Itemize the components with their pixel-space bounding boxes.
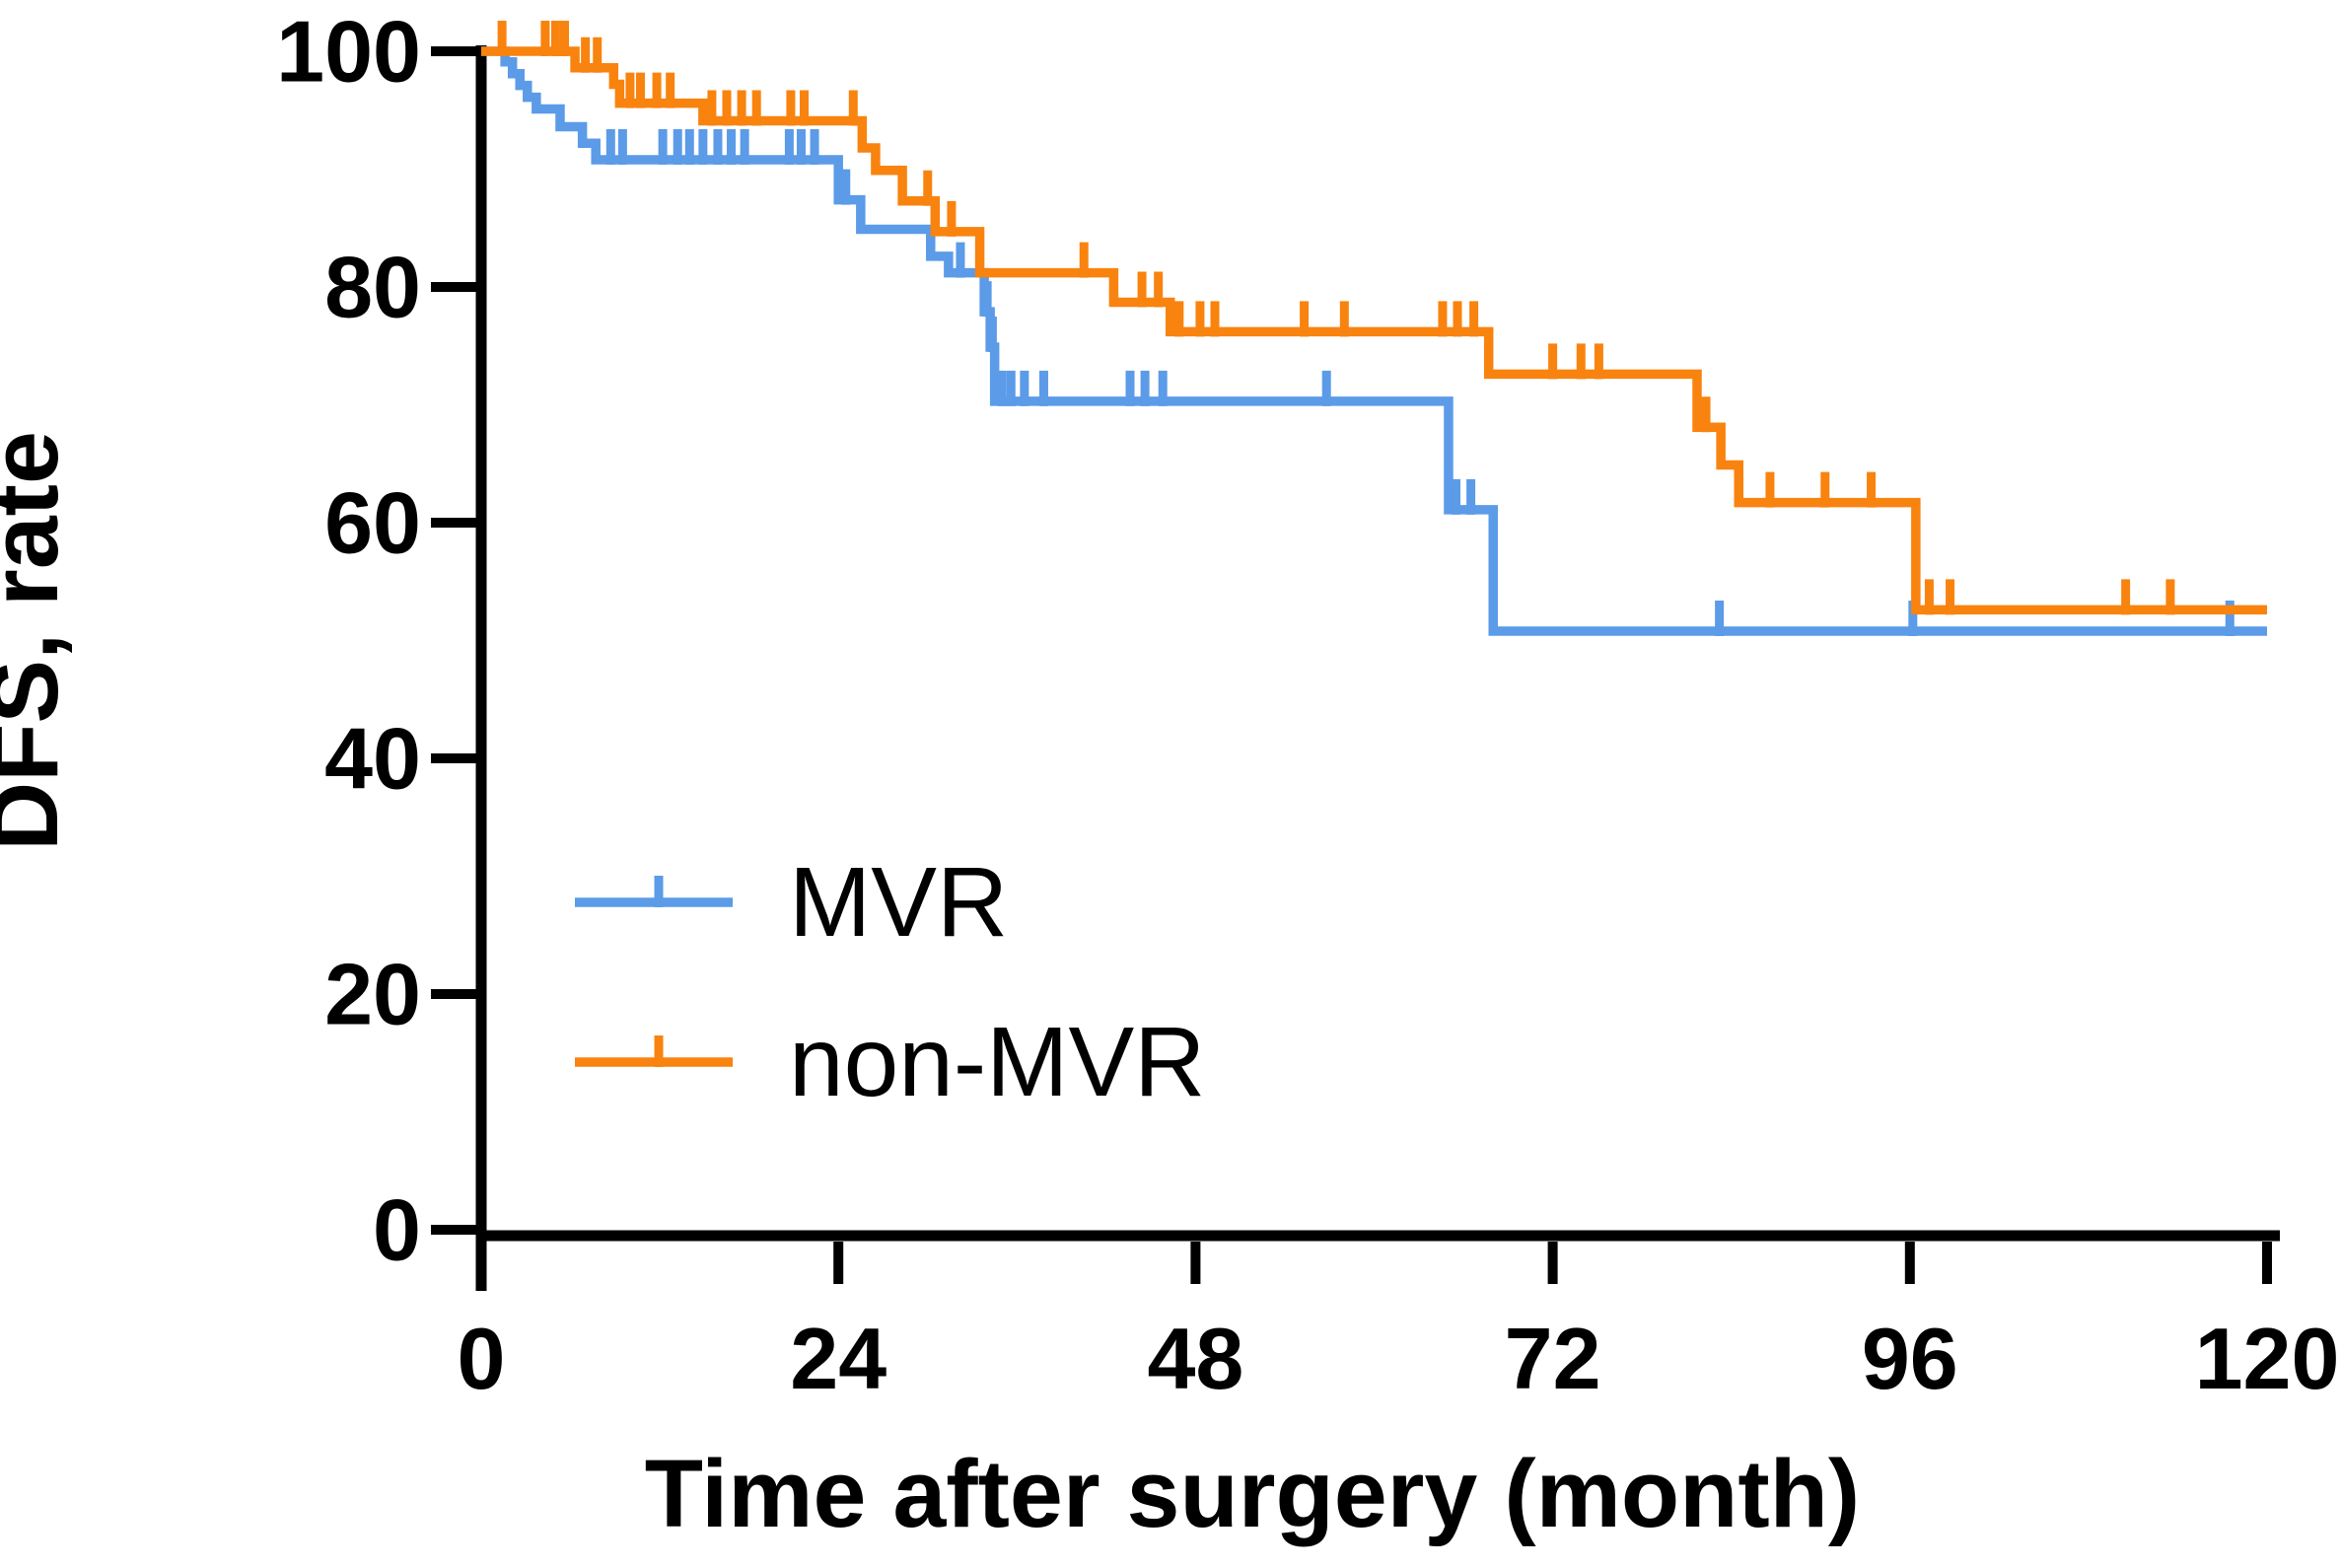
mvr-curve <box>481 46 2267 636</box>
legend-label: non-MVR <box>789 1007 1205 1117</box>
y-tick-label: 80 <box>324 239 421 336</box>
y-tick-label: 100 <box>276 3 421 101</box>
y-tick-label: 20 <box>324 946 421 1043</box>
x-tick-label: 96 <box>1862 1310 1958 1407</box>
x-axis-title: Time after surgery (month) <box>645 1440 1861 1547</box>
x-tick-label: 72 <box>1505 1310 1601 1407</box>
y-tick-label: 40 <box>324 710 421 808</box>
y-axis-title: DFS, rate <box>0 431 78 851</box>
y-tick-label: 0 <box>373 1181 421 1279</box>
non-mvr-curve <box>481 46 2267 615</box>
x-tick-label: 0 <box>458 1310 506 1407</box>
x-tick-label: 120 <box>2195 1310 2340 1407</box>
x-tick-label: 24 <box>790 1310 887 1407</box>
y-tick-label: 60 <box>324 474 421 572</box>
legend-label: MVR <box>789 847 1008 958</box>
x-tick-label: 48 <box>1147 1310 1243 1407</box>
